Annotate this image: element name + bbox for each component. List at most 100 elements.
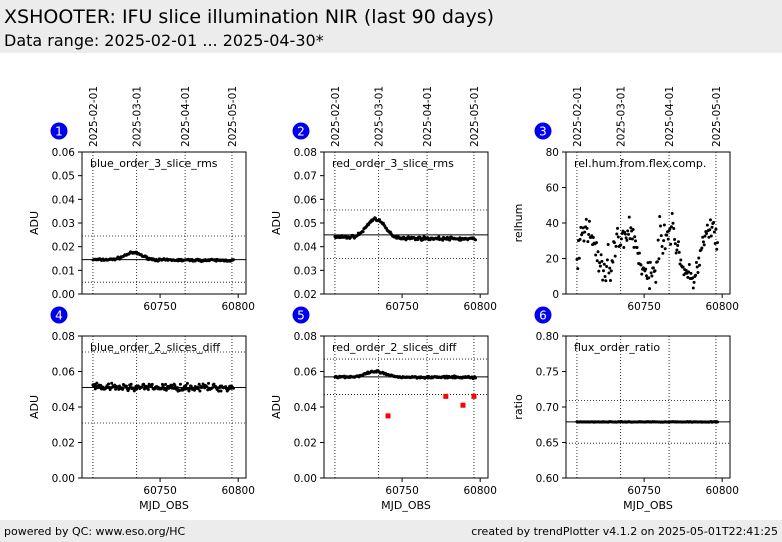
data-point	[626, 229, 630, 233]
panel-number: 5	[297, 309, 305, 323]
data-point	[604, 279, 608, 283]
data-point	[611, 260, 615, 264]
data-point	[708, 228, 712, 232]
data-point	[700, 246, 704, 250]
y-tick-label: 0.06	[52, 147, 76, 159]
date-label: 2025-04-01	[422, 86, 434, 147]
x-tick-label: 60750	[143, 301, 176, 313]
y-tick-label: 0.70	[536, 402, 559, 414]
data-point	[657, 257, 661, 261]
data-point	[631, 228, 635, 232]
data-point	[178, 382, 182, 386]
data-point	[656, 238, 660, 242]
trend-plots: 2025-02-01 2025-03-01 2025-04-01 2025-05-01…	[28, 86, 739, 512]
data-point	[474, 238, 478, 242]
y-tick-label: 0	[552, 289, 559, 301]
data-point	[448, 238, 452, 242]
x-tick-label: 60800	[221, 485, 254, 497]
data-point	[695, 265, 699, 269]
series-label: flux_order_ratio	[574, 341, 660, 354]
data-point	[637, 251, 641, 255]
data-point	[648, 287, 652, 291]
x-tick-label: 60800	[705, 301, 738, 313]
data-point	[622, 246, 626, 250]
data-point	[609, 279, 613, 283]
data-point	[672, 227, 676, 231]
x-axis-label: MJD_OBS	[381, 499, 431, 512]
data-point	[127, 387, 131, 391]
data-point	[673, 242, 677, 246]
y-tick-label: 0.07	[294, 171, 317, 183]
y-tick-label: 40	[546, 218, 559, 230]
data-point	[217, 389, 221, 393]
data-point	[684, 269, 688, 273]
panel-badge	[534, 306, 552, 324]
data-point	[653, 269, 657, 273]
y-tick-label: 0.06	[294, 367, 318, 379]
data-point	[691, 286, 695, 290]
data-point	[619, 243, 623, 247]
data-point	[601, 269, 605, 273]
data-point	[582, 239, 586, 243]
data-point	[599, 253, 603, 257]
data-point	[655, 260, 659, 264]
y-tick-label: 0.01	[52, 265, 75, 277]
data-point	[612, 241, 616, 245]
panel-badge	[534, 122, 552, 140]
data-point	[697, 256, 701, 260]
date-label: 2025-04-01	[180, 86, 192, 147]
y-tick-label: 0.08	[294, 331, 317, 343]
plot-frame	[81, 335, 247, 479]
date-label: 2025-05-01	[469, 86, 481, 147]
data-point	[710, 225, 714, 229]
data-point	[598, 261, 602, 265]
data-point	[210, 386, 214, 390]
panel-4: 0.00 0.02 0.04 0.06 0.08 60750 60800 blue_order…	[28, 306, 255, 512]
data-point	[602, 262, 606, 266]
data-point	[145, 255, 149, 259]
panel-1: 0.00 0.01 0.02 0.03 0.04 0.05 0.06 60750 60800 bl…	[28, 122, 255, 313]
data-point	[654, 280, 658, 284]
data-point	[581, 226, 585, 230]
date-label: 2025-03-01	[616, 86, 628, 147]
y-tick-label: 0.02	[52, 242, 75, 254]
y-tick-label: 0.03	[52, 218, 75, 230]
y-axis-label: ADU	[28, 395, 41, 419]
panel-2: 0.02 0.03 0.04 0.05 0.06 0.07 0.08 60750 60800 re…	[270, 122, 497, 313]
data-point	[212, 382, 216, 386]
data-point	[586, 240, 590, 244]
x-tick-label: 60750	[627, 301, 660, 313]
panel-badge	[50, 306, 68, 324]
x-axis-label: MJD_OBS	[139, 499, 189, 512]
y-tick-label: 0.65	[536, 438, 559, 450]
data-point	[712, 220, 716, 224]
report-header: XSHOOTER: IFU slice illumination NIR (la…	[0, 0, 782, 53]
data-point	[189, 384, 193, 388]
y-axis-label: ADU	[270, 395, 283, 419]
plot-frame	[323, 151, 489, 295]
data-point	[669, 225, 673, 229]
y-axis-label: relhum	[512, 204, 525, 243]
data-point	[647, 276, 651, 280]
x-tick-label: 60800	[463, 301, 496, 313]
data-point	[607, 271, 611, 275]
data-point	[635, 246, 639, 250]
data-point	[608, 266, 612, 270]
data-point	[619, 237, 623, 241]
y-axis-label: ratio	[512, 394, 525, 420]
data-point	[171, 386, 175, 390]
panel-5: 0.00 0.02 0.04 0.06 0.08 60750 60800 red_order_…	[270, 306, 497, 512]
data-point	[142, 387, 146, 391]
data-point	[140, 385, 144, 389]
data-point	[232, 258, 236, 262]
outlier-point	[385, 413, 391, 419]
data-point	[670, 212, 674, 216]
data-point	[639, 263, 643, 267]
x-axis-label: MJD_OBS	[623, 499, 673, 512]
data-point	[596, 250, 600, 254]
outlier-point	[460, 402, 466, 408]
data-point	[160, 386, 164, 390]
data-point	[627, 215, 631, 219]
y-tick-label: 0.00	[294, 473, 317, 485]
data-point	[671, 221, 675, 225]
